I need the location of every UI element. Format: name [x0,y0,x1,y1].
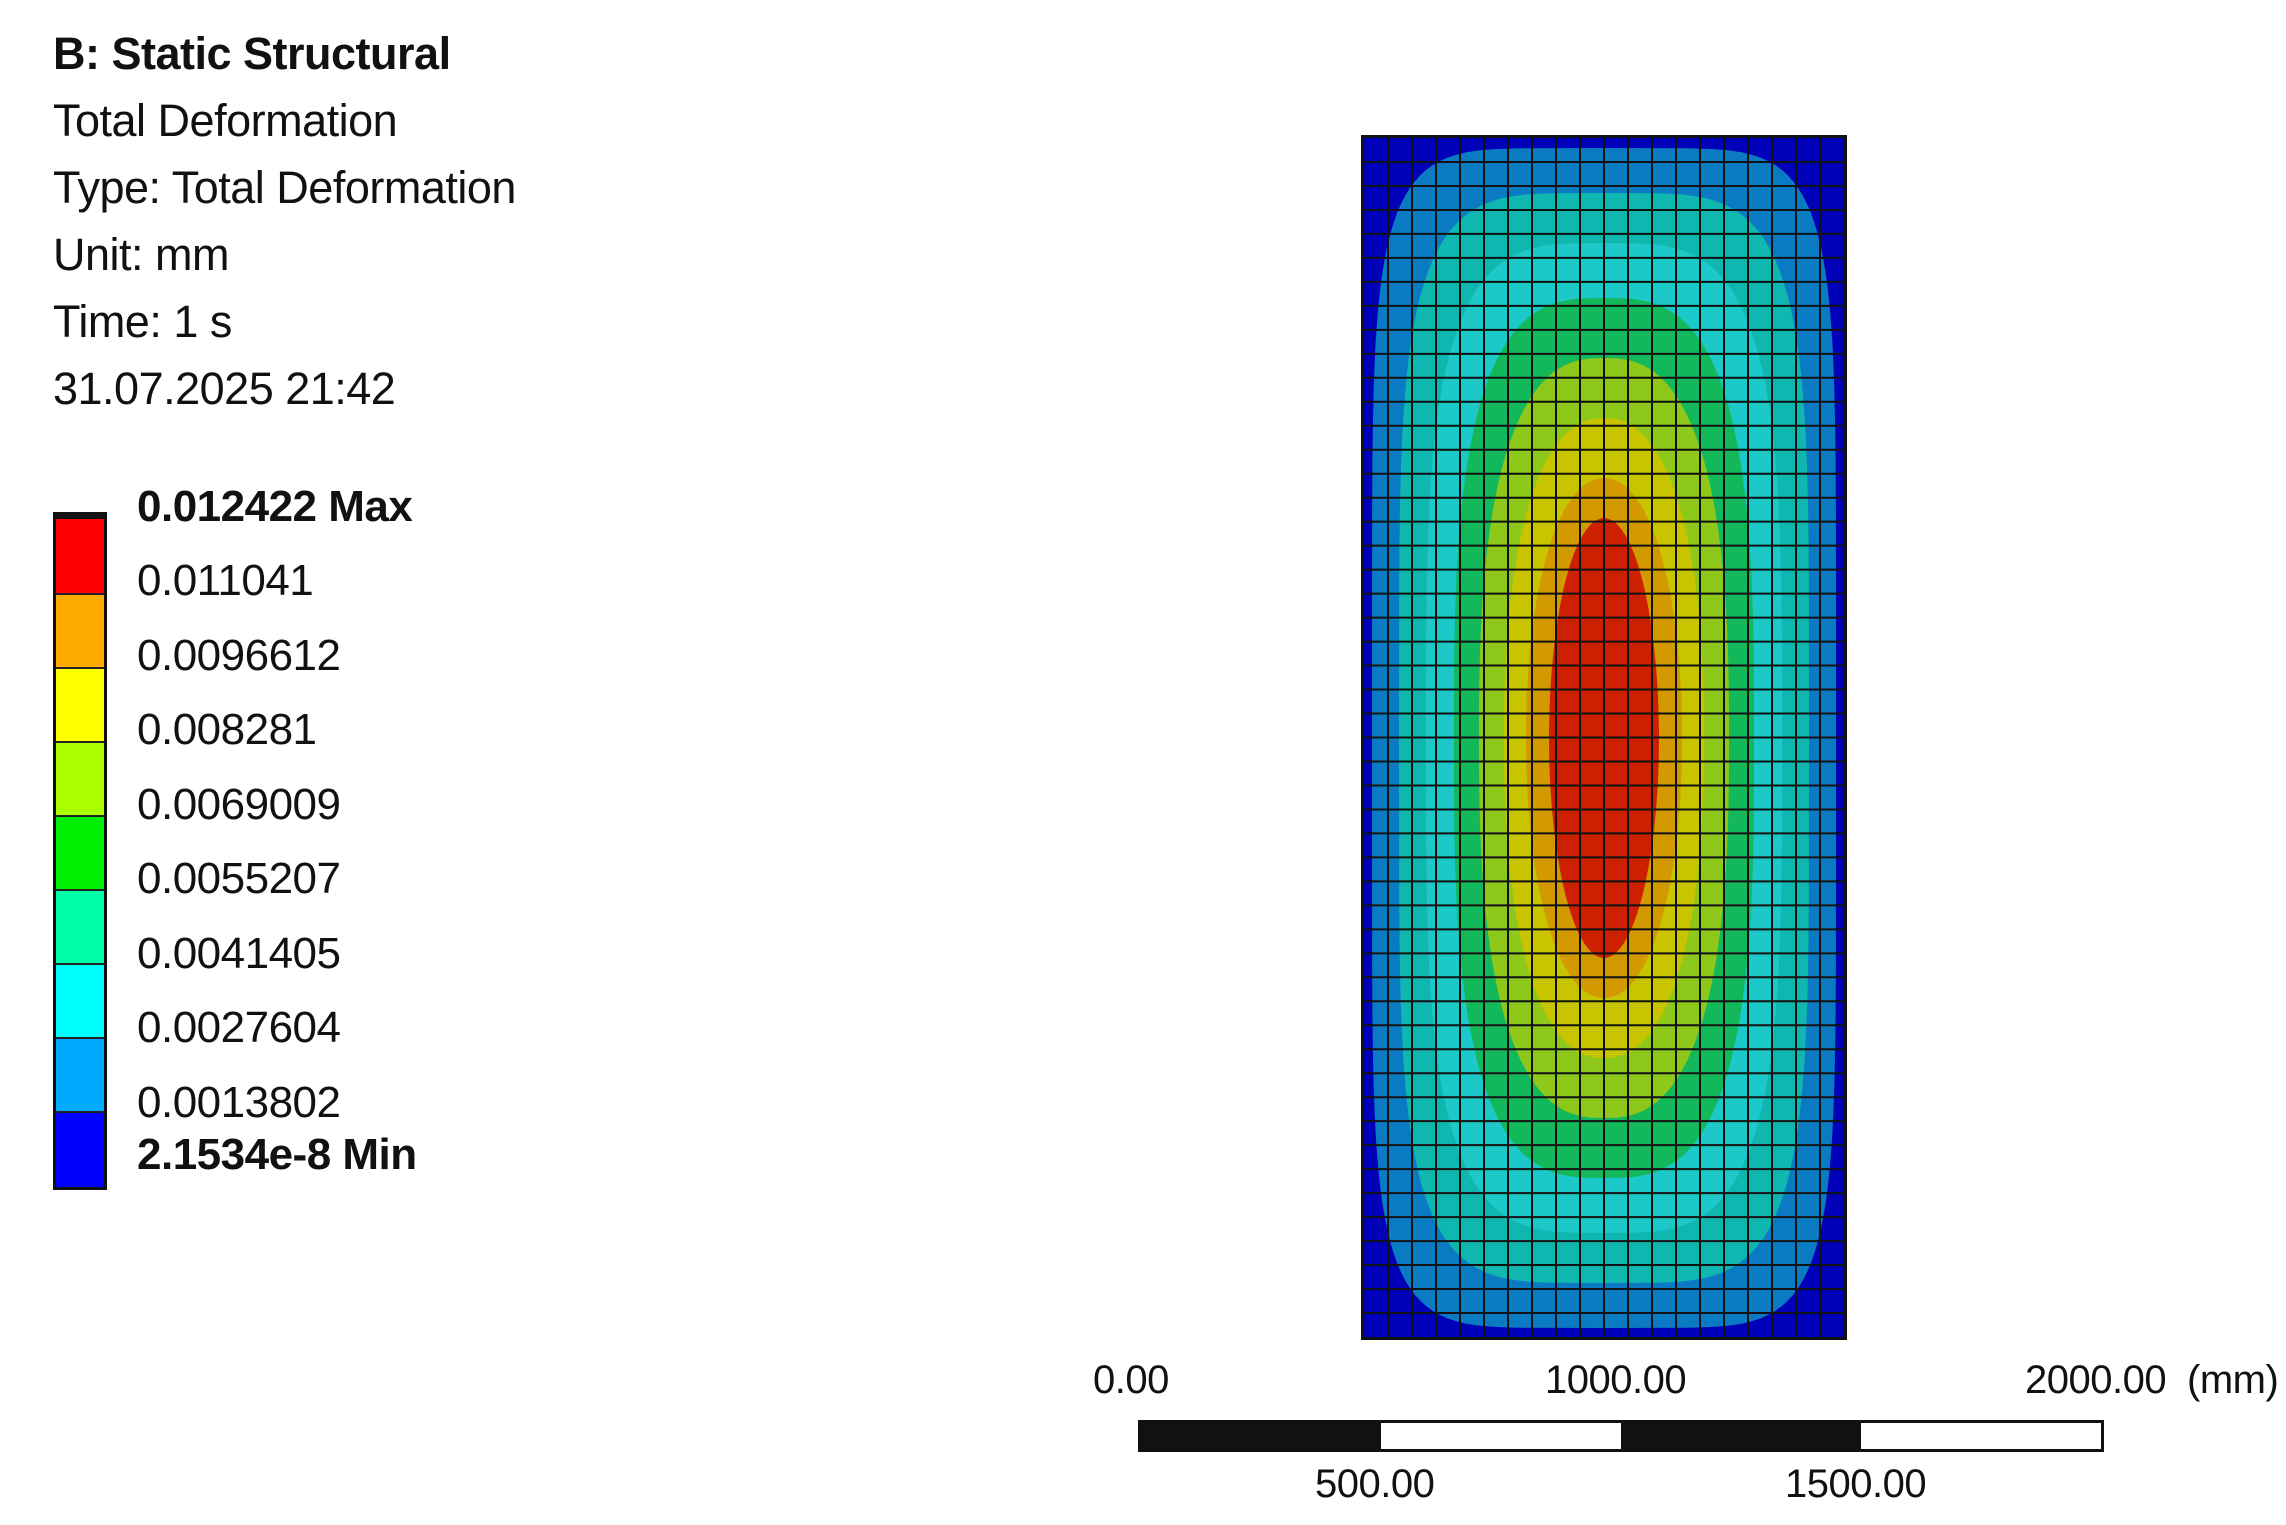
result-name: Total Deformation [53,95,398,146]
legend-level-label: 0.0096612 [137,630,341,680]
legend-min-label: 2.1534e-8 Min [137,1130,417,1179]
scale-segment [1381,1423,1621,1449]
scale-tick-2000: 2000.00 [2025,1358,2167,1402]
deformation-contour [1364,138,1844,1337]
legend-swatch [56,1111,104,1187]
legend-swatch [56,815,104,891]
legend-level-label: 0.0027604 [137,1003,341,1052]
result-timestamp: 31.07.2025 21:42 [53,363,396,414]
legend-swatch [56,667,104,743]
legend-level-label: 0.008281 [137,705,317,754]
legend-swatch [56,741,104,817]
legend-max-label: 0.012422 Max [137,482,413,531]
legend-swatch [56,519,104,595]
analysis-title: B: Static Structural [53,28,451,79]
result-unit: Unit: mm [53,229,229,280]
scale-bar [1138,1420,2104,1452]
scale-segment [1621,1423,1861,1449]
legend-swatch [56,963,104,1039]
legend-level-label: 0.011041 [137,556,314,605]
scale-tick-1000: 1000.00 [1545,1358,1687,1402]
legend-swatch [56,593,104,669]
scale-tick-1500: 1500.00 [1785,1462,1927,1506]
contour-plot[interactable] [1361,135,1847,1340]
legend-swatch [56,1037,104,1113]
result-info: B: Static Structural Total Deformation T… [53,20,516,422]
result-type: Type: Total Deformation [53,162,516,213]
scale-segment [1861,1423,2101,1449]
legend-level-label: 0.0041405 [137,928,341,978]
legend-color-bar[interactable] [53,512,107,1190]
result-time: Time: 1 s [53,296,232,347]
scale-tick-0: 0.00 [1093,1358,1169,1402]
scale-segment [1141,1423,1381,1449]
scale-tick-500: 500.00 [1315,1462,1435,1506]
legend-swatch [56,889,104,965]
mesh-grid [1364,138,1844,1337]
legend-level-label: 0.0069009 [137,779,341,829]
legend-level-label: 0.0013802 [137,1077,341,1127]
legend-level-label: 0.0055207 [137,854,341,903]
scale-unit: (mm) [2187,1358,2279,1402]
